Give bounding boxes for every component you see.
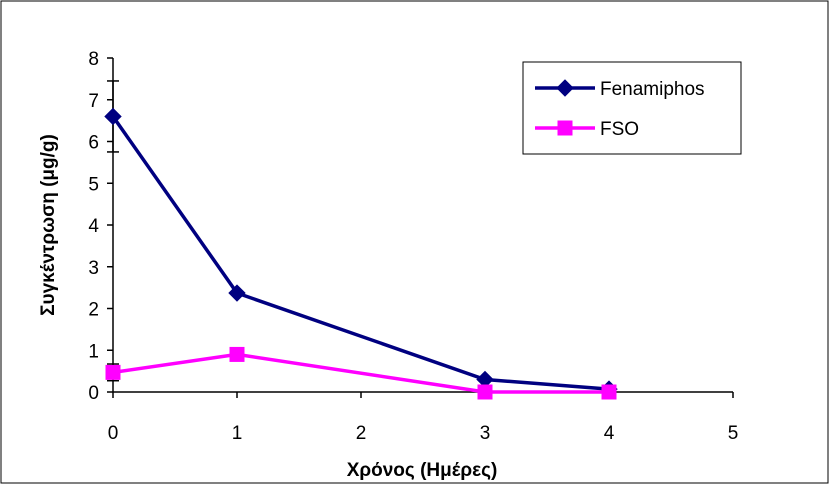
y-tick-label: 4 [88,216,99,237]
fso-point [477,384,493,400]
y-tick-label: 2 [88,300,99,321]
legend-label-fenamiphos: Fenamiphos [600,79,705,100]
fso-line [112,352,609,394]
x-tick-label: 5 [728,423,739,444]
legend: Fenamiphos FSO [522,61,742,155]
y-tick-label: 7 [88,91,99,112]
legend-label-fso: FSO [600,119,639,140]
y-tick-label: 3 [88,258,99,279]
x-tick-label: 3 [480,423,491,444]
y-tick-label: 6 [88,133,99,154]
fso-point [229,346,245,362]
fenamiphos-line [111,115,610,391]
legend-marker-fso [557,120,573,136]
y-tick-label: 0 [88,383,99,404]
y-tick-label: 1 [88,341,99,362]
x-tick-label: 4 [604,423,615,444]
x-tick-label: 2 [356,423,367,444]
legend-box [522,61,742,155]
fenamiphos-point [228,284,246,302]
x-axis-title: Χρόνος (Ημέρες) [347,460,498,481]
fenamiphos-point [104,107,122,126]
y-axis-title: Συγκέντρωση (μg/g) [38,134,59,316]
y-tick-label: 8 [88,49,99,70]
plot-marks [104,80,618,400]
y-tick-label: 5 [88,174,99,195]
fso-point [601,384,617,400]
fso-point [105,364,121,380]
legend-marker-fenamiphos [556,79,574,97]
x-tick-label: 0 [108,423,119,444]
x-tick-label: 1 [232,423,243,444]
